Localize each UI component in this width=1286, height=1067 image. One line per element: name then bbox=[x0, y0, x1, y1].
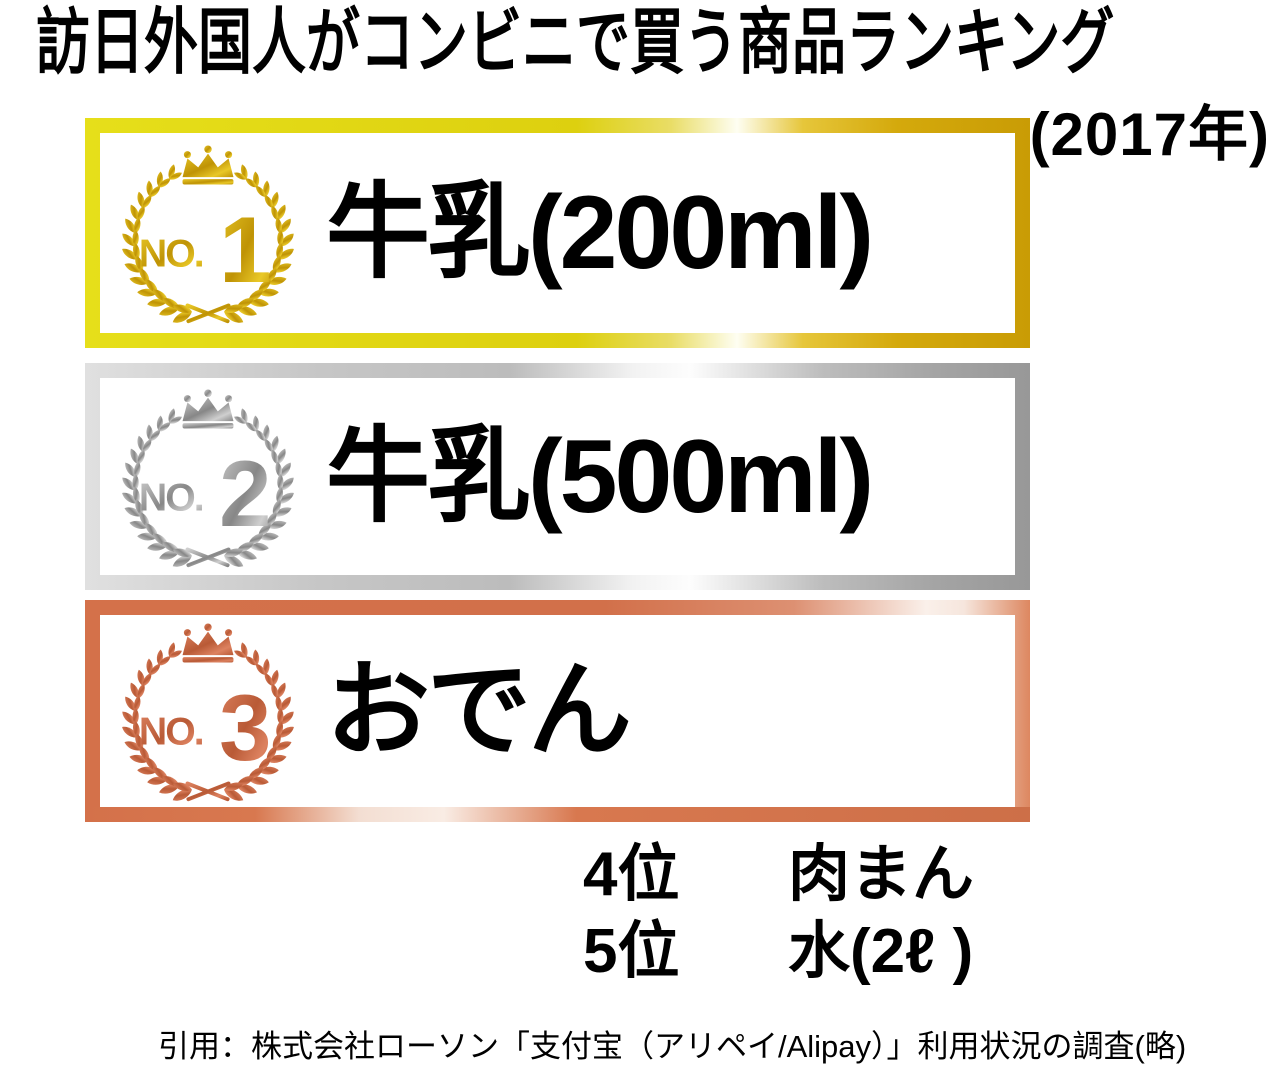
rank-3-box: NO. 3 おでん bbox=[85, 600, 1030, 822]
rank-2-panel: NO. 2 牛乳(500ml) bbox=[100, 378, 1015, 575]
rank-4-row: 4位 肉まん bbox=[583, 836, 974, 913]
year-label: (2017年) bbox=[1029, 101, 1270, 168]
laurel-wreath-no3-emblem: NO. 3 bbox=[110, 615, 306, 807]
rank-2-box: NO. 2 牛乳(500ml) bbox=[85, 363, 1030, 590]
page-title: 訪日外国人がコンビニで買う商品ランキング bbox=[36, 3, 1115, 83]
rank-2-item: 牛乳(500ml) bbox=[326, 418, 874, 535]
svg-text:NO.: NO. bbox=[139, 232, 203, 275]
rank-5-row: 5位 水(2ℓ ) bbox=[583, 913, 974, 990]
rank-1-panel: NO. 1 牛乳(200ml) bbox=[100, 133, 1015, 333]
rank-4-label: 4位 bbox=[583, 840, 680, 909]
additional-ranks: 4位 肉まん 5位 水(2ℓ ) bbox=[583, 836, 974, 990]
rank-5-label: 5位 bbox=[583, 917, 680, 986]
rank-4-item: 肉まん bbox=[788, 840, 975, 909]
rank-3-item: おでん bbox=[326, 653, 632, 769]
laurel-wreath-no1-emblem: NO. 1 bbox=[110, 137, 306, 329]
svg-text:1: 1 bbox=[219, 197, 271, 302]
citation-text: 引用：株式会社ローソン「支付宝（アリペイ/Alipay）」利用状況の調査(略) bbox=[158, 1029, 1187, 1064]
rank-1-box: NO. 1 牛乳(200ml) bbox=[85, 118, 1030, 348]
svg-text:3: 3 bbox=[219, 675, 271, 780]
rank-1-item: 牛乳(200ml) bbox=[326, 175, 874, 291]
rank-3-panel: NO. 3 おでん bbox=[100, 615, 1015, 807]
svg-text:2: 2 bbox=[219, 440, 271, 545]
rank-5-item: 水(2ℓ ) bbox=[788, 917, 974, 986]
svg-text:NO.: NO. bbox=[139, 476, 203, 519]
svg-text:NO.: NO. bbox=[139, 710, 203, 753]
laurel-wreath-no2-emblem: NO. 2 bbox=[110, 381, 306, 573]
